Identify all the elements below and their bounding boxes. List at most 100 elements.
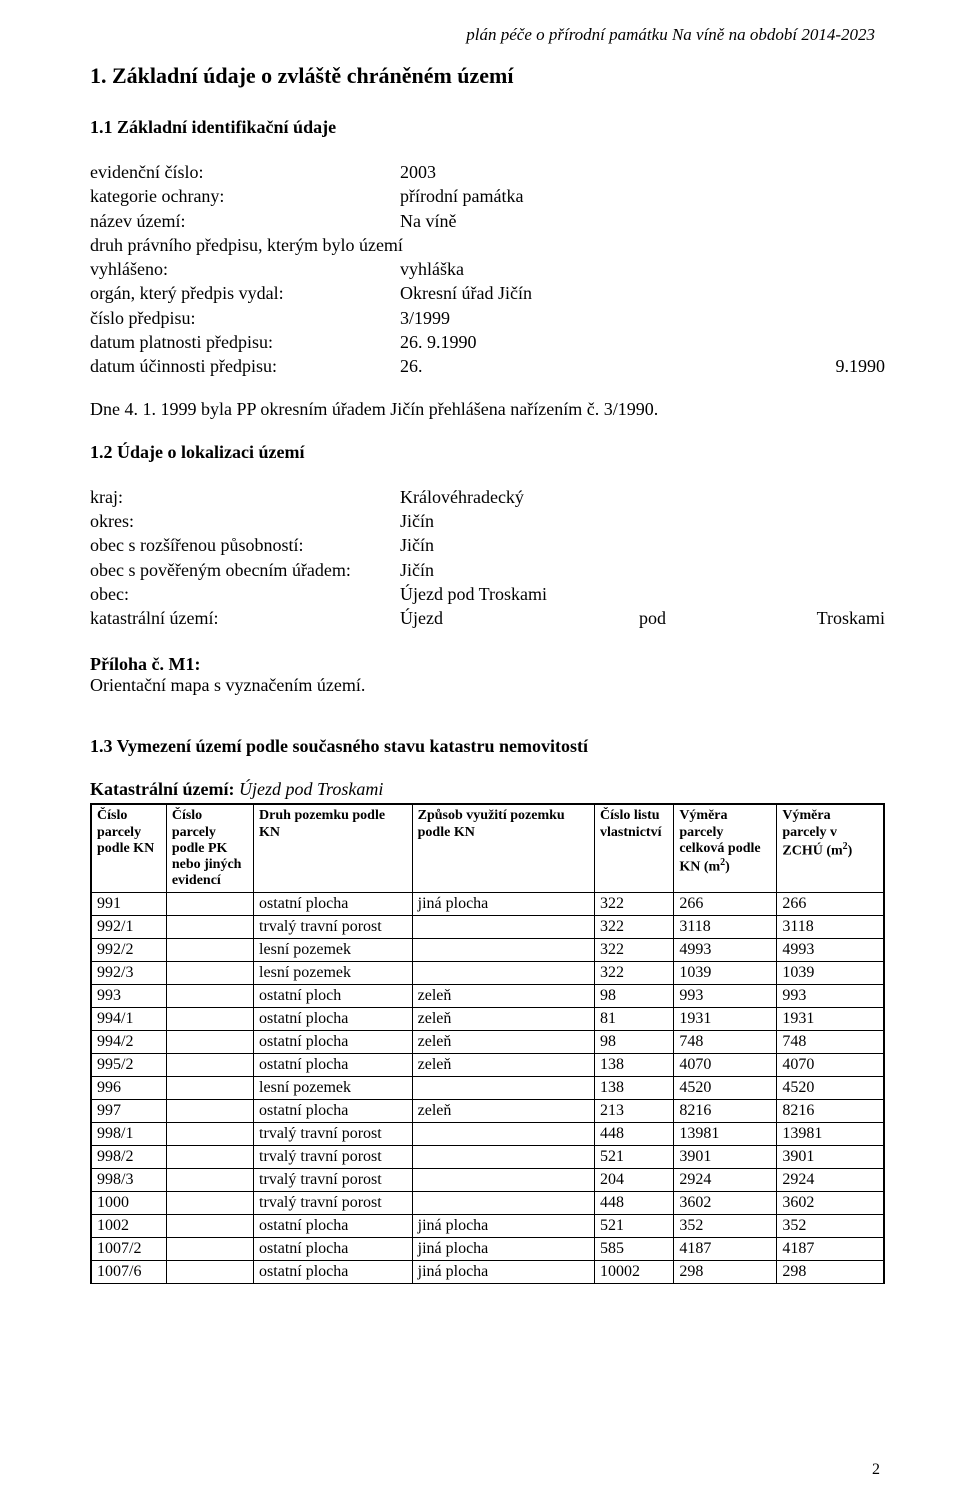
table-cell: zeleň (412, 1099, 594, 1122)
cadastral-value: Újezd pod Troskami (239, 779, 383, 799)
table-cell: 8216 (674, 1099, 777, 1122)
table-cell: trvalý travní porost (254, 1168, 413, 1191)
section-1-3-title: 1.3 Vymezení území podle současného stav… (90, 736, 885, 757)
table-cell (412, 1168, 594, 1191)
field-label: název území: (90, 209, 400, 233)
table-cell: ostatní plocha (254, 1007, 413, 1030)
table-cell: 993 (777, 984, 884, 1007)
table-row: 998/1trvalý travní porost4481398113981 (91, 1122, 884, 1145)
table-cell: 748 (674, 1030, 777, 1053)
table-header-row: Číslo parcely podle KN Číslo parcely pod… (91, 804, 884, 892)
field-value: 2003 (400, 160, 690, 184)
field-label: okres: (90, 509, 400, 533)
attachment-title: Příloha č. M1: (90, 654, 885, 675)
table-cell: 997 (91, 1099, 166, 1122)
table-cell: ostatní plocha (254, 1053, 413, 1076)
table-row: 1002ostatní plochajiná plocha521352352 (91, 1214, 884, 1237)
table-cell: 4993 (777, 938, 884, 961)
field-value: Jičín (400, 509, 885, 533)
table-header-cell: Výměra parcely celková podle KN (m2) (674, 804, 777, 892)
page: plán péče o přírodní památku Na víně na … (0, 0, 960, 1497)
table-cell: ostatní plocha (254, 892, 413, 915)
table-cell (412, 961, 594, 984)
table-cell: 585 (595, 1237, 674, 1260)
field-label: obec s rozšířenou působností: (90, 533, 400, 557)
table-cell: 1039 (777, 961, 884, 984)
attachment-reference: Příloha č. M1: Orientační mapa s vyznače… (90, 654, 885, 696)
table-cell: ostatní plocha (254, 1237, 413, 1260)
table-cell: 2924 (674, 1168, 777, 1191)
table-cell: 352 (777, 1214, 884, 1237)
location-fields: kraj: Královéhradecký okres: Jičín obec … (90, 485, 885, 631)
field-row: název území: Na víně (90, 209, 885, 233)
table-cell: ostatní ploch (254, 984, 413, 1007)
table-cell: ostatní plocha (254, 1030, 413, 1053)
table-cell: 322 (595, 938, 674, 961)
field-row: orgán, který předpis vydal: Okresní úřad… (90, 281, 885, 305)
table-cell: 1007/2 (91, 1237, 166, 1260)
table-cell (412, 915, 594, 938)
table-cell (166, 1053, 253, 1076)
table-cell: ostatní plocha (254, 1214, 413, 1237)
field-value: Královéhradecký (400, 485, 885, 509)
table-header-cell: Číslo parcely podle PK nebo jiných evide… (166, 804, 253, 892)
table-cell (166, 892, 253, 915)
field-value: Jičín (400, 533, 885, 557)
cadastral-label: Katastrální území: (90, 779, 234, 799)
table-cell: 994/1 (91, 1007, 166, 1030)
table-cell (166, 1214, 253, 1237)
field-value: přírodní památka (400, 184, 690, 208)
field-value: 9.1990 (690, 354, 885, 378)
table-cell: 138 (595, 1053, 674, 1076)
table-cell: zeleň (412, 1030, 594, 1053)
table-cell: 322 (595, 961, 674, 984)
table-cell: 4070 (674, 1053, 777, 1076)
table-cell: 298 (674, 1260, 777, 1283)
field-label: datum účinnosti předpisu: (90, 354, 400, 378)
table-row: 992/3lesní pozemek32210391039 (91, 961, 884, 984)
table-cell: 3602 (777, 1191, 884, 1214)
table-row: 1007/6ostatní plochajiná plocha100022982… (91, 1260, 884, 1283)
field-row: vyhlášeno: vyhláška (90, 257, 885, 281)
table-cell: 998/1 (91, 1122, 166, 1145)
table-cell: 322 (595, 915, 674, 938)
note-text: Dne 4. 1. 1999 byla PP okresním úřadem J… (90, 399, 885, 420)
table-row: 1007/2ostatní plochajiná plocha585418741… (91, 1237, 884, 1260)
table-cell: 3602 (674, 1191, 777, 1214)
field-value: pod (580, 606, 725, 630)
field-value: Újezd pod Troskami (400, 582, 885, 606)
table-cell: 998/2 (91, 1145, 166, 1168)
parcels-table: Číslo parcely podle KN Číslo parcely pod… (90, 803, 885, 1283)
table-cell (412, 1145, 594, 1168)
field-row: okres: Jičín (90, 509, 885, 533)
table-cell: 98 (595, 1030, 674, 1053)
table-cell: 1039 (674, 961, 777, 984)
field-label: obec s pověřeným obecním úřadem: (90, 558, 400, 582)
table-row: 994/1ostatní plochazeleň8119311931 (91, 1007, 884, 1030)
field-label: vyhlášeno: (90, 257, 400, 281)
table-cell (166, 1260, 253, 1283)
table-cell (166, 1007, 253, 1030)
table-cell: 4993 (674, 938, 777, 961)
table-cell (166, 938, 253, 961)
table-row: 992/2lesní pozemek32249934993 (91, 938, 884, 961)
table-cell: jiná plocha (412, 1237, 594, 1260)
attachment-text: Orientační mapa s vyznačením území. (90, 675, 885, 696)
table-cell: 2924 (777, 1168, 884, 1191)
field-value: Na víně (400, 209, 690, 233)
table-cell: 13981 (674, 1122, 777, 1145)
table-cell: 998/3 (91, 1168, 166, 1191)
table-cell: trvalý travní porost (254, 915, 413, 938)
identification-fields: evidenční číslo: 2003 kategorie ochrany:… (90, 160, 885, 379)
table-cell: 1931 (674, 1007, 777, 1030)
section-1-2-title: 1.2 Údaje o lokalizaci území (90, 442, 885, 463)
table-cell: zeleň (412, 1007, 594, 1030)
table-cell: 1007/6 (91, 1260, 166, 1283)
field-label: katastrální území: (90, 606, 400, 630)
table-cell: ostatní plocha (254, 1260, 413, 1283)
table-cell: 4520 (777, 1076, 884, 1099)
table-cell: 81 (595, 1007, 674, 1030)
field-row: druh právního předpisu, kterým bylo územ… (90, 233, 885, 257)
table-cell: 204 (595, 1168, 674, 1191)
table-cell: lesní pozemek (254, 1076, 413, 1099)
